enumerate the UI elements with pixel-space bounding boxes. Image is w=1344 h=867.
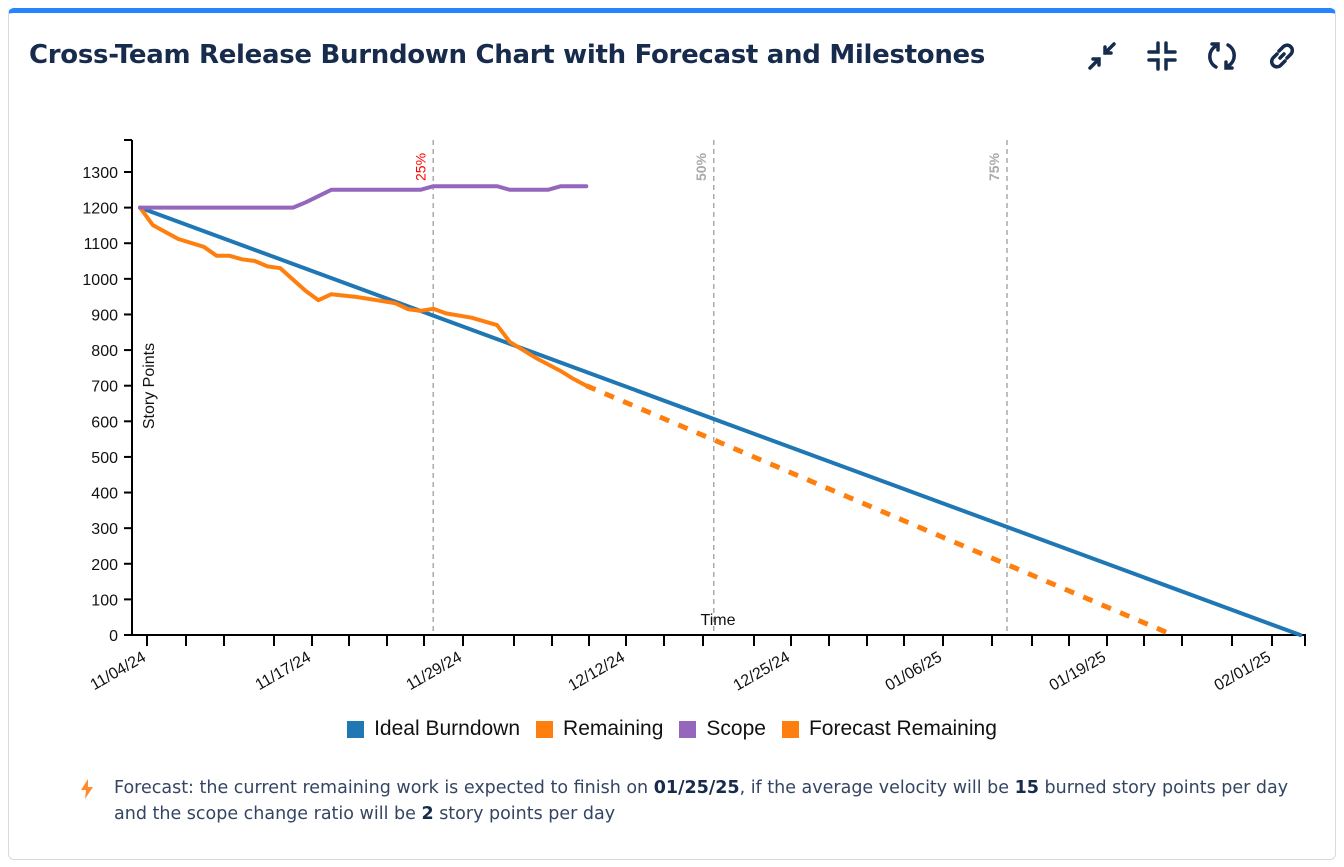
x-tick-label: 11/17/24	[253, 649, 314, 694]
scope-change: 2	[421, 804, 434, 824]
y-tick-label: 100	[91, 592, 118, 609]
legend-item[interactable]: Forecast Remaining	[781, 717, 997, 741]
forecast-note: Forecast: the current remaining work is …	[80, 775, 1300, 827]
y-tick-label: 800	[91, 343, 118, 360]
x-tick-label: 02/01/25	[1212, 649, 1275, 695]
legend-swatch	[536, 720, 554, 738]
x-tick-label: 12/25/24	[731, 649, 794, 695]
x-tick-label: 12/12/24	[566, 649, 629, 695]
minimize-icon[interactable]	[1144, 38, 1180, 74]
lightning-icon	[80, 779, 94, 807]
milestone-label: 75%	[986, 152, 1002, 181]
burndown-chart: 25% 50% 75% 0 100 200 300 400 500 600 700 800 900 100…	[82, 139, 1306, 695]
y-tick-label: 500	[91, 450, 118, 467]
legend-label: Scope	[706, 717, 766, 740]
legend-label: Remaining	[563, 717, 664, 740]
series-ideal-burndown	[138, 205, 1303, 637]
legend-label: Ideal Burndown	[374, 717, 521, 740]
refresh-icon[interactable]	[1204, 38, 1240, 74]
chart-legend: Ideal Burndown Remaining Scope Forecast Rem…	[0, 717, 1344, 741]
y-tick-label: 1000	[82, 272, 118, 289]
legend-item[interactable]: Ideal Burndown	[347, 717, 520, 741]
x-axis-label: Time	[701, 612, 736, 629]
series-forecast-remaining	[585, 383, 1174, 638]
x-tick-label: 01/06/25	[883, 649, 946, 695]
y-axis-label: Story Points	[141, 343, 158, 429]
y-tick-label: 200	[91, 557, 118, 574]
y-tick-label: 1100	[84, 236, 119, 253]
header-toolbar	[1084, 38, 1300, 74]
legend-swatch	[781, 720, 799, 738]
page-title: Cross-Team Release Burndown Chart with F…	[29, 40, 986, 70]
milestone-label: 50%	[693, 152, 709, 181]
y-tick-label: 300	[91, 521, 118, 538]
y-tick-label: 400	[91, 486, 118, 503]
legend-item[interactable]: Scope	[679, 717, 766, 741]
series-scope	[138, 184, 589, 210]
legend-label: Forecast Remaining	[808, 717, 997, 740]
x-tick-label: 01/19/25	[1047, 649, 1110, 695]
y-tick-label: 1300	[82, 165, 118, 182]
link-icon[interactable]	[1264, 38, 1300, 74]
y-tick-label: 0	[109, 628, 118, 645]
legend-item[interactable]: Remaining	[536, 717, 663, 741]
y-tick-label: 700	[91, 379, 118, 396]
milestone-label: 25%	[412, 153, 428, 181]
x-tick-label: 11/29/24	[404, 649, 465, 694]
burndown-card	[8, 8, 1336, 860]
y-tick-label: 900	[91, 307, 118, 324]
series-remaining	[138, 205, 589, 388]
finish-date: 01/25/25	[653, 778, 740, 798]
y-tick-label: 600	[91, 414, 118, 431]
legend-swatch	[347, 720, 365, 738]
velocity: 15	[1014, 778, 1039, 798]
x-tick-label: 11/04/24	[88, 649, 149, 694]
y-tick-label: 1200	[82, 201, 118, 218]
legend-swatch	[679, 720, 697, 738]
collapse-arrows-icon[interactable]	[1084, 38, 1120, 74]
